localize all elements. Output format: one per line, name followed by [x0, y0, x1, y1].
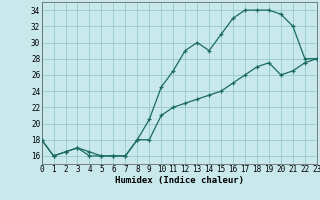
X-axis label: Humidex (Indice chaleur): Humidex (Indice chaleur) — [115, 176, 244, 185]
